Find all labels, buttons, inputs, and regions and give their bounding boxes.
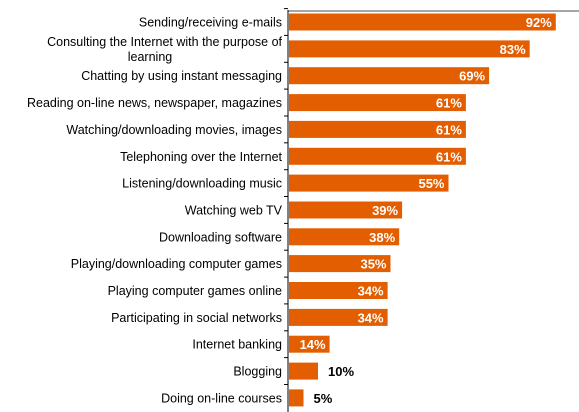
bar (289, 147, 466, 165)
axis-ticks (284, 8, 288, 385)
category-label: Reading on-line news, newspaper, magazin… (27, 96, 282, 110)
bar (289, 228, 400, 246)
bars-group (289, 13, 556, 407)
category-label: Blogging (233, 365, 282, 379)
category-label: Participating in social networks (111, 311, 282, 325)
value-label: 61% (436, 149, 462, 164)
category-label: Telephoning over the Internet (120, 150, 282, 164)
bar (289, 362, 318, 380)
value-label: 10% (328, 364, 354, 379)
value-label: 38% (369, 230, 395, 245)
value-label: 14% (300, 337, 326, 352)
category-label: Sending/receiving e-mails (139, 16, 282, 30)
category-label: Watching web TV (185, 204, 283, 218)
value-label: 34% (358, 284, 384, 299)
value-label: 61% (436, 96, 462, 111)
bar (289, 255, 391, 273)
bar (289, 13, 556, 31)
bar (289, 174, 449, 192)
value-label: 35% (360, 257, 386, 272)
value-label: 5% (314, 391, 333, 406)
bar (289, 67, 490, 85)
category-labels: Sending/receiving e-mails Consulting the … (27, 16, 283, 406)
value-label: 61% (436, 122, 462, 137)
bar (289, 335, 330, 353)
category-label: Listening/downloading music (122, 177, 282, 191)
value-label: 92% (526, 15, 552, 30)
value-label: 39% (372, 203, 398, 218)
category-label: Doing on-line courses (161, 391, 282, 405)
value-label: 55% (418, 176, 444, 191)
bar (289, 201, 403, 219)
bar (289, 308, 388, 326)
value-label: 83% (500, 42, 526, 57)
bar (289, 120, 466, 138)
value-label: 69% (459, 69, 485, 84)
value-label: 34% (358, 310, 384, 325)
bar (289, 94, 466, 112)
bar (289, 389, 304, 407)
category-label: Consulting the Internet with the purpose… (47, 35, 282, 64)
category-label: Playing computer games online (108, 284, 282, 298)
value-labels: 92%83% 69% 61% 61% 61% 55% 39% 38% 35% 34% 34% 14%1… (300, 15, 553, 406)
category-label: Downloading software (159, 230, 282, 244)
bar (289, 282, 388, 299)
category-label: Chatting by using instant messaging (81, 69, 282, 83)
category-label: Playing/downloading computer games (71, 257, 282, 271)
category-label: Watching/downloading movies, images (66, 123, 282, 137)
bar (289, 40, 530, 58)
category-label: Internet banking (192, 338, 282, 352)
